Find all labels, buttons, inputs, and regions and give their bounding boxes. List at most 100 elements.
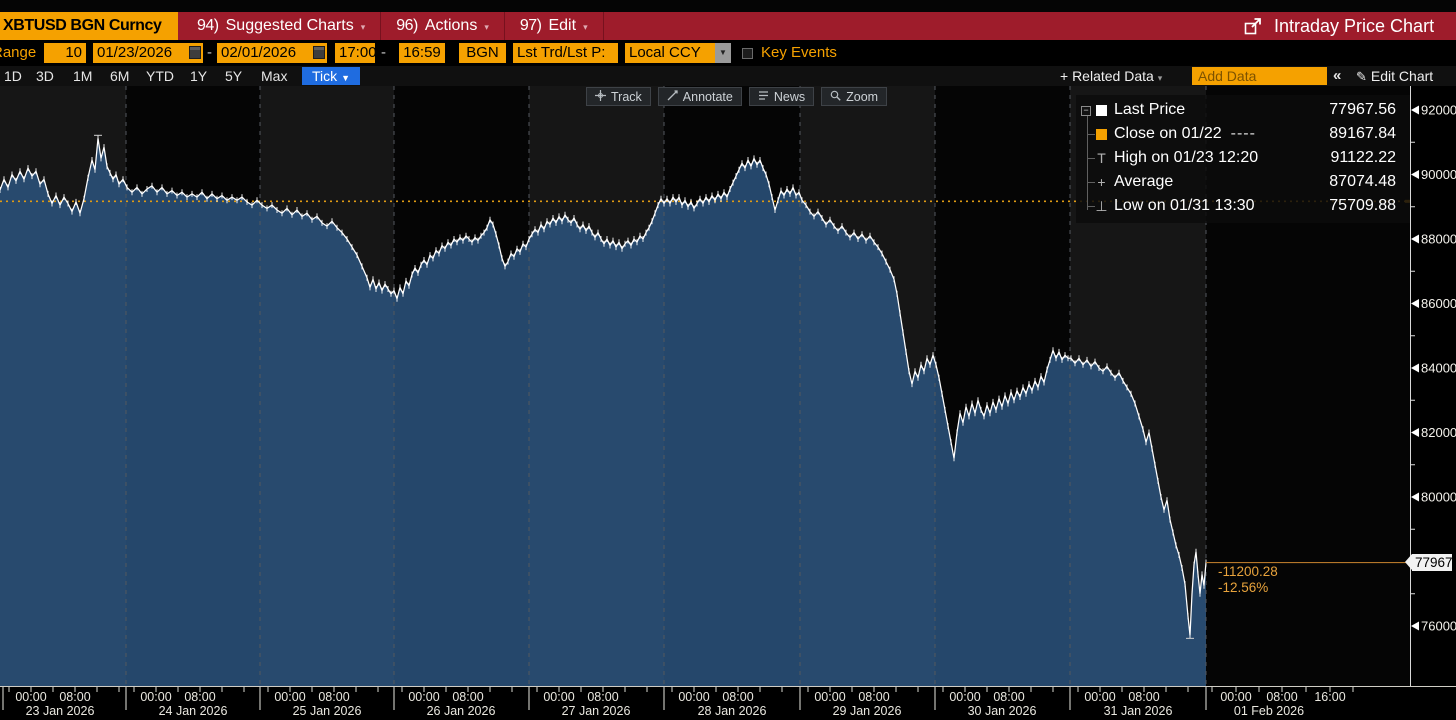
- x-time-label: 08:00: [1128, 690, 1159, 704]
- key-events-checkbox[interactable]: [742, 48, 753, 59]
- menu-actions[interactable]: 96) Actions ▾: [381, 12, 505, 40]
- currency-dropdown-icon[interactable]: ▼: [715, 43, 731, 63]
- period-6m[interactable]: 6M: [110, 68, 130, 84]
- date-to-input[interactable]: 02/01/2026: [217, 43, 327, 63]
- x-date-label: 25 Jan 2026: [293, 704, 362, 718]
- y-axis-label: 80000: [1421, 490, 1456, 505]
- x-time-label: 00:00: [15, 690, 46, 704]
- low-marker-icon: ⊥: [1095, 198, 1108, 214]
- menu-items: 94) Suggested Charts ▾ 96) Actions ▾ 97) Edit ▾: [182, 12, 604, 40]
- period-5y[interactable]: 5Y: [225, 68, 243, 84]
- chart-legend: − Last Price 77967.56 Close on 01/22 ---- 891…: [1076, 95, 1410, 223]
- x-time-label: 00:00: [678, 690, 709, 704]
- chevron-down-icon: ▾: [583, 21, 588, 32]
- title-area: Intraday Price Chart: [1244, 12, 1434, 40]
- x-time-label: 08:00: [59, 690, 90, 704]
- high-marker-icon: T: [1097, 150, 1106, 166]
- legend-row-high-on-01-23-12-20[interactable]: T High on 01/23 12:20 91122.22: [1076, 146, 1410, 170]
- y-axis-label: 88000: [1421, 232, 1456, 247]
- legend-row-low-on-01-31-13-30[interactable]: ⊥ Low on 01/31 13:30 75709.88: [1076, 194, 1410, 218]
- chart-floating-toolbar: Track Annotate News Zoom: [586, 87, 888, 106]
- y-tick-arrow: [1411, 105, 1419, 115]
- y-tick-arrow: [1411, 234, 1419, 244]
- x-time-label: 00:00: [949, 690, 980, 704]
- range-input[interactable]: 10: [44, 43, 86, 63]
- change-annotation: -11200.28 -12.56%: [1218, 564, 1278, 596]
- zoom-icon: [830, 90, 841, 104]
- time-to-input[interactable]: 16:59: [399, 43, 445, 63]
- annotate-icon: [667, 89, 678, 104]
- zoom-button[interactable]: Zoom: [821, 87, 888, 106]
- menu-bar: XBTUSD BGN Curncy 94) Suggested Charts ▾ 96…: [0, 12, 1456, 40]
- annotate-button[interactable]: Annotate: [657, 87, 742, 106]
- x-date-label: 30 Jan 2026: [968, 704, 1037, 718]
- security-ticker[interactable]: XBTUSD BGN Curncy: [0, 12, 178, 40]
- x-time-label: 08:00: [993, 690, 1024, 704]
- legend-row-last-price[interactable]: − Last Price 77967.56: [1076, 98, 1410, 122]
- x-time-label: 00:00: [814, 690, 845, 704]
- top-strip: [0, 0, 1456, 12]
- price-line: [0, 138, 1207, 636]
- x-time-label: 08:00: [184, 690, 215, 704]
- y-axis-label: 90000: [1421, 167, 1456, 182]
- legend-row-average[interactable]: + Average 87074.48: [1076, 170, 1410, 194]
- source-field[interactable]: BGN: [459, 43, 506, 63]
- y-tick-arrow: [1411, 363, 1419, 373]
- interval-tick-button[interactable]: Tick ▼: [302, 67, 360, 85]
- track-button[interactable]: Track: [586, 87, 651, 106]
- x-time-label: 08:00: [587, 690, 618, 704]
- close-line-swatch: [1096, 129, 1107, 140]
- related-data-button[interactable]: + Related Data ▾: [1060, 68, 1163, 84]
- add-data-input[interactable]: [1192, 67, 1327, 85]
- chevron-down-icon: ▼: [341, 73, 350, 83]
- x-time-label: 00:00: [140, 690, 171, 704]
- y-axis-label: 76000: [1421, 619, 1456, 634]
- period-1y[interactable]: 1Y: [190, 68, 208, 84]
- period-max[interactable]: Max: [261, 68, 288, 84]
- legend-row-close-on-01-22[interactable]: Close on 01/22 ---- 89167.84: [1076, 122, 1410, 146]
- period-ytd[interactable]: YTD: [146, 68, 174, 84]
- last-price-swatch: [1096, 105, 1107, 116]
- y-axis-label: 86000: [1421, 296, 1456, 311]
- y-tick-arrow: [1411, 492, 1419, 502]
- track-icon: [595, 89, 606, 104]
- key-events-label[interactable]: Key Events: [761, 44, 837, 61]
- news-button[interactable]: News: [748, 87, 815, 106]
- chevron-down-icon: ▾: [1157, 73, 1163, 83]
- x-date-label: 27 Jan 2026: [562, 704, 631, 718]
- period-1d[interactable]: 1D: [4, 68, 22, 84]
- pencil-icon: ✎: [1356, 69, 1367, 84]
- x-time-label: 00:00: [1084, 690, 1115, 704]
- menu-suggested-charts[interactable]: 94) Suggested Charts ▾: [182, 12, 382, 40]
- news-icon: [758, 90, 769, 104]
- price-type-field[interactable]: Lst Trd/Lst P:: [513, 43, 618, 63]
- export-icon[interactable]: [1244, 17, 1263, 35]
- field-bar: Range 10 01/23/2026 - 02/01/2026 17:00 -…: [0, 40, 1456, 66]
- y-tick-arrow: [1411, 299, 1419, 308]
- x-date-label: 29 Jan 2026: [833, 704, 902, 718]
- x-date-label: 23 Jan 2026: [26, 704, 95, 718]
- chart-settings-toolbar: 1D 3D 1M 6M YTD 1Y 5Y Max Tick ▼ + Related Data…: [0, 66, 1456, 86]
- x-time-label: 08:00: [318, 690, 349, 704]
- currency-select[interactable]: Local CCY: [625, 43, 715, 63]
- period-1m[interactable]: 1M: [73, 68, 93, 84]
- x-time-label: 00:00: [408, 690, 439, 704]
- x-date-label: 28 Jan 2026: [698, 704, 767, 718]
- edit-chart-button[interactable]: ✎ Edit Chart: [1356, 68, 1434, 84]
- collapse-panel-button[interactable]: «: [1333, 67, 1342, 84]
- period-3d[interactable]: 3D: [36, 68, 54, 84]
- change-percent: -12.56%: [1218, 580, 1269, 595]
- window-title: Intraday Price Chart: [1274, 15, 1435, 36]
- x-time-label: 08:00: [722, 690, 753, 704]
- calendar-icon[interactable]: [313, 46, 325, 59]
- range-label: Range: [0, 44, 37, 61]
- time-from-input[interactable]: 17:00: [335, 43, 375, 63]
- calendar-icon[interactable]: [189, 46, 201, 59]
- date-from-input[interactable]: 01/23/2026: [93, 43, 203, 63]
- x-time-label: 00:00: [1220, 690, 1251, 704]
- menu-edit[interactable]: 97) Edit ▾: [505, 12, 604, 40]
- average-marker-icon: +: [1097, 174, 1106, 190]
- legend-expander-icon[interactable]: −: [1081, 106, 1091, 116]
- chevron-down-icon: ▾: [360, 21, 366, 32]
